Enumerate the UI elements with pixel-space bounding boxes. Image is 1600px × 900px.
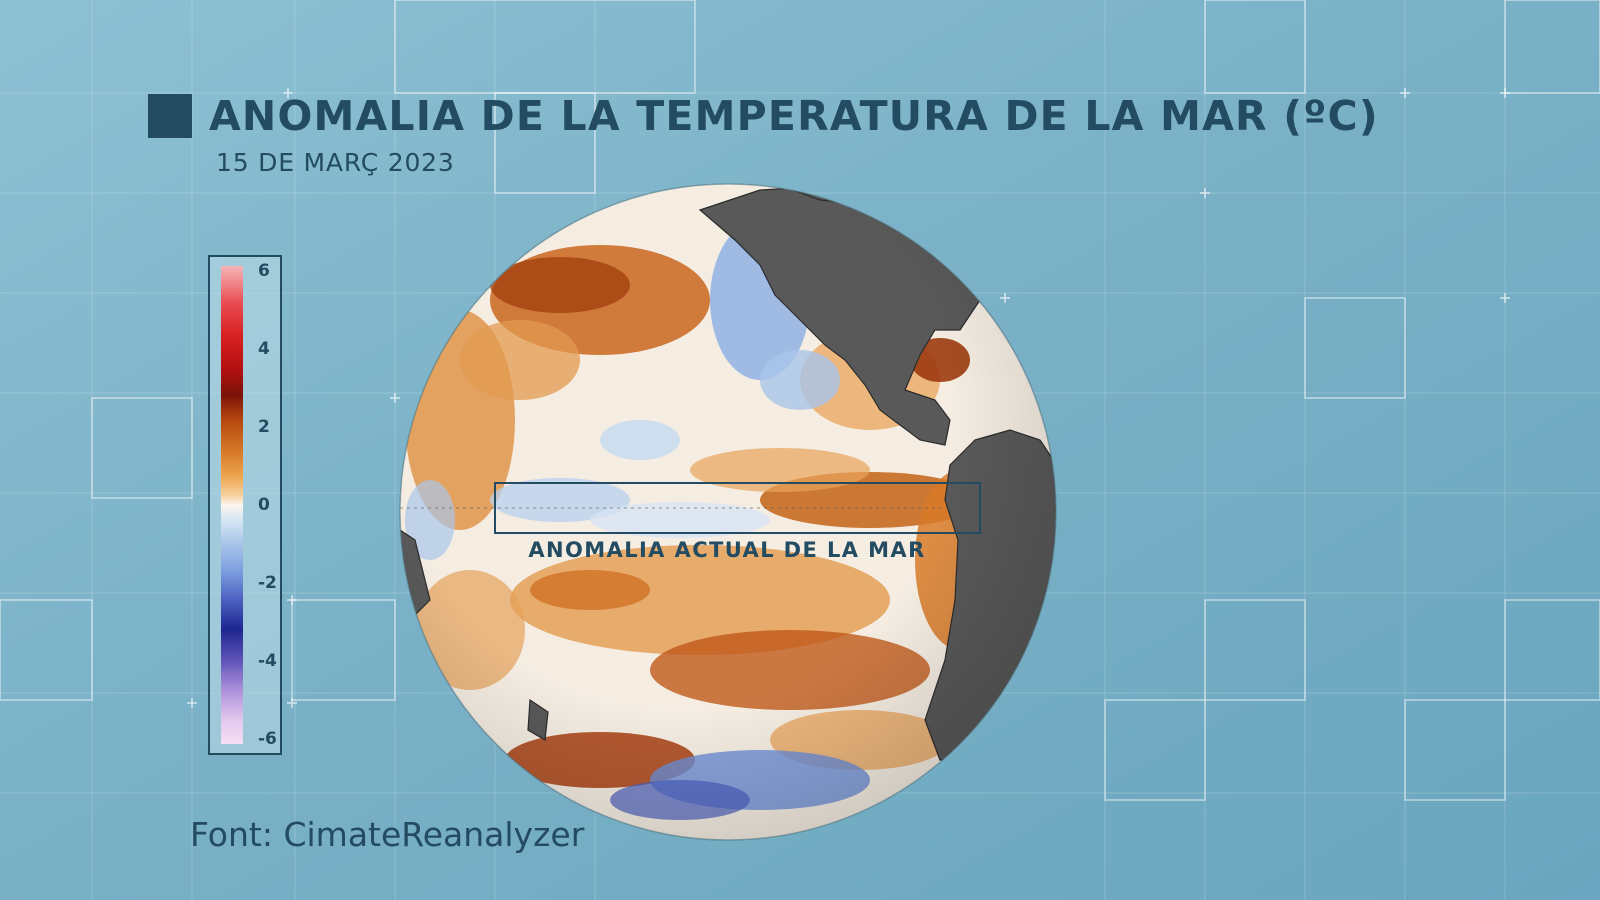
nino-region-label: ANOMALIA ACTUAL DE LA MAR xyxy=(528,538,925,562)
legend-tick-label: 0 xyxy=(258,495,270,515)
nino-region-box xyxy=(494,482,981,534)
legend-tick-label: 2 xyxy=(258,417,270,437)
legend-tick-label: -6 xyxy=(258,729,277,749)
legend-tick-label: 6 xyxy=(258,261,270,281)
date-subtitle: 15 DE MARÇ 2023 xyxy=(216,148,455,177)
color-scale-legend: 6 4 2 0 -2 -4 -6 xyxy=(208,255,282,755)
legend-tick-label: -2 xyxy=(258,573,277,593)
title-marker xyxy=(148,94,192,138)
color-scale-bar xyxy=(221,266,243,744)
legend-tick-label: 4 xyxy=(258,339,270,359)
source-credit: Font: CimateReanalyzer xyxy=(190,815,585,854)
globe-outline xyxy=(399,183,1057,841)
legend-tick-label: -4 xyxy=(258,651,277,671)
title-row: ANOMALIA DE LA TEMPERATURA DE LA MAR (ºC… xyxy=(148,92,1379,140)
page-title: ANOMALIA DE LA TEMPERATURA DE LA MAR (ºC… xyxy=(209,92,1379,140)
